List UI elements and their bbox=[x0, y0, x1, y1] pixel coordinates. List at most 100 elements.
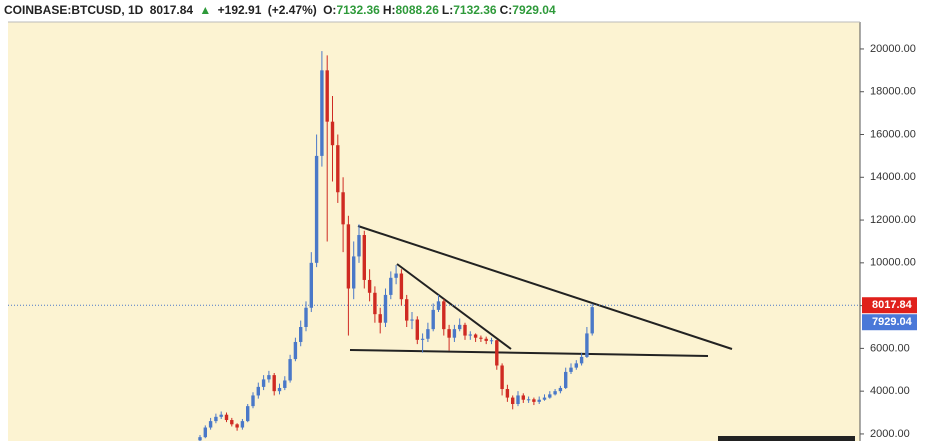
candle-body bbox=[452, 329, 457, 338]
candle-body bbox=[314, 155, 319, 263]
close-price-box bbox=[862, 314, 917, 331]
candle-body bbox=[362, 235, 366, 280]
candle-body bbox=[277, 387, 282, 392]
candle-body bbox=[526, 399, 531, 401]
candle-body bbox=[431, 309, 435, 330]
ohlc-label: C: bbox=[499, 3, 513, 17]
candle-body bbox=[261, 379, 266, 387]
y-tick-label: 12000.00 bbox=[870, 214, 916, 226]
candle-body bbox=[394, 273, 398, 278]
candle-body bbox=[468, 334, 472, 336]
candle-body bbox=[367, 279, 372, 293]
last-price-label: 8017.84 bbox=[872, 299, 913, 311]
ohlc-value: 7132.36 bbox=[336, 3, 380, 17]
candle-body bbox=[224, 414, 229, 421]
candle-body bbox=[511, 397, 515, 404]
candle-body bbox=[405, 299, 409, 321]
trend-line bbox=[396, 263, 512, 350]
ohlc-label: L: bbox=[441, 3, 454, 17]
candle-body bbox=[383, 294, 388, 323]
trend-line bbox=[349, 349, 709, 357]
ohlc-value: 8088.26 bbox=[395, 3, 439, 17]
candle-body bbox=[235, 424, 239, 428]
trend-line bbox=[357, 225, 733, 350]
candle-body bbox=[219, 414, 223, 417]
arrow: ▲ bbox=[199, 3, 212, 17]
candle-body bbox=[420, 338, 425, 340]
candle-body bbox=[251, 395, 255, 407]
change-pct: (+2.47%) bbox=[267, 3, 317, 17]
candle-body bbox=[309, 262, 313, 308]
ohlc-label: H: bbox=[382, 3, 396, 17]
candle-body bbox=[283, 380, 287, 388]
ohlc: O:7132.36 H:8088.26 L:7132.36 C:7929.04 bbox=[323, 3, 559, 17]
candle-body bbox=[330, 121, 335, 146]
candle-body bbox=[553, 391, 557, 395]
candle-body bbox=[415, 319, 419, 340]
candle-body bbox=[240, 421, 245, 428]
candle-body bbox=[208, 421, 213, 428]
candle-body bbox=[532, 399, 536, 402]
candle-body bbox=[320, 70, 324, 156]
candle-body bbox=[436, 301, 441, 310]
plot-background bbox=[8, 22, 860, 441]
candle-body bbox=[341, 192, 345, 225]
candle-body bbox=[267, 375, 271, 380]
candle-body bbox=[272, 375, 276, 392]
candle-body bbox=[399, 273, 404, 300]
candle-body bbox=[336, 145, 340, 193]
candle-body bbox=[256, 386, 260, 396]
y-tick-label: 18000.00 bbox=[870, 86, 916, 98]
candle-body bbox=[442, 301, 446, 330]
candle-body bbox=[479, 337, 483, 339]
candle-body bbox=[325, 70, 329, 122]
candle-body bbox=[288, 359, 292, 381]
y-tick-label: 4000.00 bbox=[870, 385, 910, 397]
y-tick-label: 16000.00 bbox=[870, 128, 916, 140]
y-tick-label: 10000.00 bbox=[870, 257, 916, 269]
y-tick-label: 2000.00 bbox=[870, 428, 910, 440]
candle-body bbox=[346, 224, 351, 289]
ohlc-label: O: bbox=[323, 3, 337, 17]
candle-body bbox=[590, 307, 594, 334]
y-tick-label: 6000.00 bbox=[870, 342, 910, 354]
candle-body bbox=[564, 371, 568, 388]
ohlc-value: 7929.04 bbox=[512, 3, 556, 17]
candle-body bbox=[537, 399, 541, 402]
candle-body bbox=[352, 256, 356, 289]
candle-body bbox=[500, 365, 504, 390]
ohlc-value: 7132.36 bbox=[453, 3, 497, 17]
candle-body bbox=[214, 416, 218, 422]
candle-body bbox=[516, 395, 520, 404]
candle-body bbox=[489, 340, 494, 342]
candle-body bbox=[198, 437, 202, 441]
candle-body bbox=[558, 387, 563, 392]
candle-body bbox=[542, 397, 547, 400]
y-tick-label: 20000.00 bbox=[870, 43, 916, 55]
candle-body bbox=[230, 420, 234, 425]
candle-body bbox=[521, 395, 525, 400]
candle-body bbox=[484, 338, 488, 341]
candle-body bbox=[463, 324, 467, 336]
candle-body bbox=[574, 363, 578, 368]
candle-body bbox=[548, 394, 552, 398]
last-price: 8017.84 bbox=[149, 3, 194, 17]
candle-body bbox=[579, 356, 584, 364]
candle-body bbox=[585, 333, 589, 357]
close-price-label: 7929.04 bbox=[872, 316, 913, 328]
symbol: COINBASE:BTCUSD, 1D bbox=[4, 3, 144, 17]
change: +192.91 bbox=[217, 3, 262, 17]
last-price-box bbox=[862, 297, 917, 314]
bottom-bar bbox=[718, 436, 855, 441]
candle-body bbox=[246, 406, 250, 422]
candle-body bbox=[304, 307, 308, 327]
candle-body bbox=[373, 292, 377, 315]
candle-body bbox=[203, 427, 207, 438]
candle-body bbox=[569, 367, 573, 372]
candle-body bbox=[299, 326, 303, 342]
candle-body bbox=[357, 235, 361, 257]
candle-body bbox=[389, 277, 393, 295]
candle-body bbox=[473, 334, 478, 338]
